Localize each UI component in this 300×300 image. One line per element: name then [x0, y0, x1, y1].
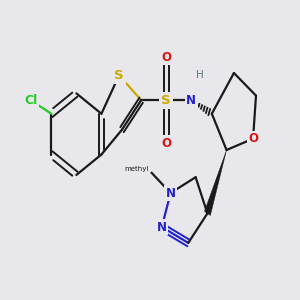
- Text: S: S: [114, 69, 124, 82]
- Text: O: O: [161, 137, 171, 150]
- Text: methyl: methyl: [124, 166, 148, 172]
- Text: H: H: [196, 70, 204, 80]
- Polygon shape: [205, 150, 226, 215]
- Text: N: N: [166, 187, 176, 200]
- Text: Cl: Cl: [24, 94, 38, 107]
- Text: S: S: [161, 94, 171, 107]
- Text: N: N: [186, 94, 196, 107]
- Text: O: O: [248, 132, 258, 145]
- Text: O: O: [161, 51, 171, 64]
- Text: N: N: [157, 220, 167, 233]
